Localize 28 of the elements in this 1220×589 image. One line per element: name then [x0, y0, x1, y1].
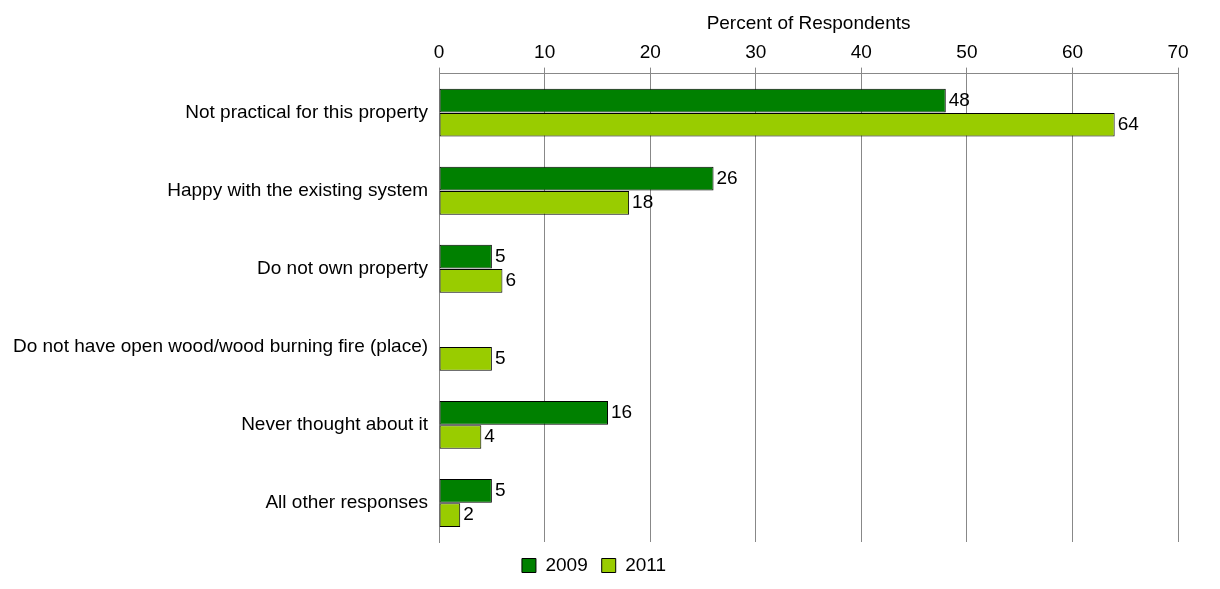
data-label: 4 — [484, 425, 496, 447]
x-tick-label: 40 — [850, 41, 872, 63]
x-tick-label: 10 — [534, 41, 556, 63]
x-axis-title: Percent of Respondents — [706, 11, 911, 33]
x-tick-label: 0 — [433, 41, 445, 63]
legend-label: 2011 — [625, 553, 667, 575]
data-label: 6 — [505, 269, 517, 291]
x-tick-label: 30 — [745, 41, 767, 63]
data-label: 16 — [610, 401, 633, 423]
data-label: 48 — [948, 88, 970, 110]
data-label: 5 — [494, 244, 506, 266]
y-tick-label: Not practical for this property — [185, 100, 429, 122]
data-label: 26 — [716, 166, 738, 188]
y-tick-label: Do not have open wood/wood burning fire (place) — [12, 335, 429, 357]
data-label: 18 — [632, 191, 654, 213]
data-label: 64 — [1117, 112, 1140, 134]
x-tick-label: 60 — [1061, 41, 1084, 63]
data-label: 5 — [494, 347, 506, 369]
x-tick-label: 20 — [639, 41, 661, 63]
x-tick-label: 50 — [956, 41, 978, 63]
y-tick-label: Happy with the existing system — [167, 178, 429, 200]
legend-label: 2009 — [545, 553, 588, 575]
data-label: 2 — [463, 503, 474, 525]
x-tick-label: 70 — [1167, 41, 1189, 63]
data-label: 5 — [494, 479, 506, 501]
y-tick-label: All other responses — [265, 491, 429, 513]
y-tick-label: Never thought about it — [241, 413, 429, 435]
y-tick-label: Do not own property — [257, 257, 429, 278]
